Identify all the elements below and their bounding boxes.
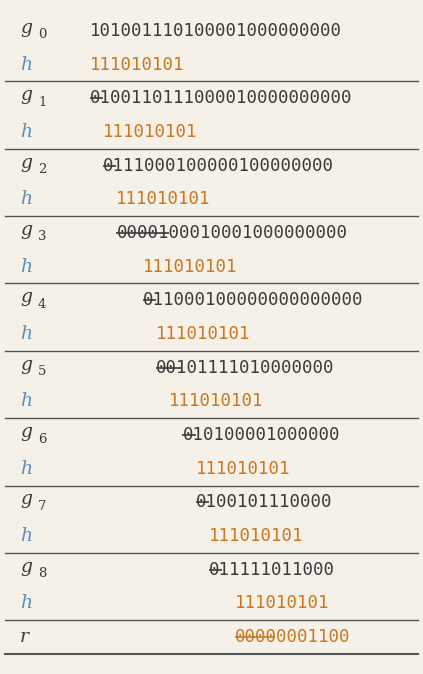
- Text: h: h: [20, 460, 32, 478]
- Text: 00000001100: 00000001100: [235, 628, 351, 646]
- Text: 111010101: 111010101: [169, 392, 264, 410]
- Text: 0: 0: [38, 28, 47, 41]
- Text: 6: 6: [38, 433, 47, 446]
- Text: 4: 4: [38, 298, 47, 311]
- Text: 8: 8: [38, 568, 47, 580]
- Text: g: g: [20, 86, 32, 104]
- Text: g: g: [20, 423, 32, 441]
- Text: 111010101: 111010101: [116, 190, 211, 208]
- Text: 111010101: 111010101: [235, 594, 330, 613]
- Text: g: g: [20, 154, 32, 172]
- Text: 3: 3: [38, 231, 47, 243]
- Text: 111010101: 111010101: [90, 55, 184, 73]
- Text: 111010101: 111010101: [195, 460, 290, 478]
- Text: 0111000100000100000000: 0111000100000100000000: [103, 156, 334, 175]
- Text: 011111011000: 011111011000: [209, 561, 335, 579]
- Text: g: g: [20, 288, 32, 306]
- Text: 00101111010000000: 00101111010000000: [156, 359, 335, 377]
- Text: 7: 7: [38, 500, 47, 513]
- Text: h: h: [20, 325, 32, 343]
- Text: 111010101: 111010101: [103, 123, 198, 141]
- Text: h: h: [20, 594, 32, 613]
- Text: h: h: [20, 392, 32, 410]
- Text: 1: 1: [38, 96, 47, 109]
- Text: 0100101110000: 0100101110000: [195, 493, 332, 512]
- Text: 111010101: 111010101: [156, 325, 250, 343]
- Text: 0000100010001000000000: 0000100010001000000000: [116, 224, 347, 242]
- Text: r: r: [20, 628, 29, 646]
- Text: g: g: [20, 558, 32, 576]
- Text: 101001110100001000000000: 101001110100001000000000: [90, 22, 342, 40]
- Text: h: h: [20, 55, 32, 73]
- Text: h: h: [20, 190, 32, 208]
- Text: 010100001000000: 010100001000000: [182, 426, 340, 444]
- Text: h: h: [20, 123, 32, 141]
- Text: 2: 2: [38, 163, 47, 176]
- Text: 5: 5: [38, 365, 47, 378]
- Text: 111010101: 111010101: [209, 527, 303, 545]
- Text: g: g: [20, 491, 32, 508]
- Text: g: g: [20, 19, 32, 37]
- Text: 0100110111000010000000000: 0100110111000010000000000: [90, 89, 352, 107]
- Text: 011000100000000000000: 011000100000000000000: [143, 291, 363, 309]
- Text: g: g: [20, 221, 32, 239]
- Text: 111010101: 111010101: [143, 257, 237, 276]
- Text: g: g: [20, 356, 32, 373]
- Text: h: h: [20, 527, 32, 545]
- Text: h: h: [20, 257, 32, 276]
